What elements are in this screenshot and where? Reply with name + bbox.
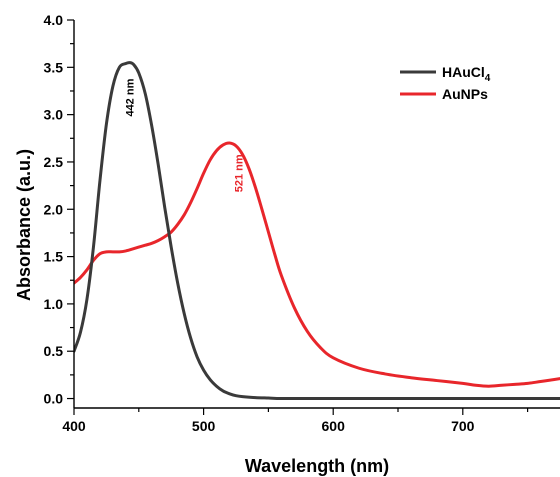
series-lines	[74, 61, 560, 401]
legend-subscript: 4	[485, 73, 491, 84]
x-axis-title: Wavelength (nm)	[245, 456, 389, 476]
legend-label-haucl: HAuCl4	[442, 64, 491, 84]
x-tick-label: 700	[451, 418, 475, 434]
axes	[73, 20, 560, 409]
peak-annotations: 442 nm 521 nm	[125, 78, 246, 192]
series-line-haucl	[74, 61, 560, 401]
y-axis-ticks: 0.0 0.5 1.0 1.5 2.0 2.5 3.0 3.5 4.0	[44, 12, 74, 407]
y-tick-label: 0.5	[44, 343, 64, 359]
y-tick-label: 3.5	[44, 59, 64, 75]
y-tick-label: 2.0	[44, 201, 64, 217]
y-tick-label: 1.0	[44, 296, 64, 312]
x-axis-ticks: 400 500 600 700	[62, 408, 529, 434]
peak-annotation: 442 nm	[125, 78, 137, 116]
y-tick-label: 4.0	[44, 12, 64, 28]
x-tick-label: 600	[322, 418, 346, 434]
y-tick-label: 1.5	[44, 249, 64, 265]
x-tick-label: 400	[62, 418, 86, 434]
y-axis-title: Absorbance (a.u.)	[14, 149, 34, 301]
legend: HAuCl4 AuNPs	[400, 64, 491, 102]
y-tick-label: 0.0	[44, 391, 64, 407]
x-tick-label: 500	[192, 418, 216, 434]
y-tick-label: 3.0	[44, 107, 64, 123]
y-tick-label: 2.5	[44, 154, 64, 170]
peak-annotation: 521 nm	[234, 154, 246, 192]
legend-label-aunps: AuNPs	[442, 86, 488, 102]
series-line-aunps	[74, 141, 560, 388]
